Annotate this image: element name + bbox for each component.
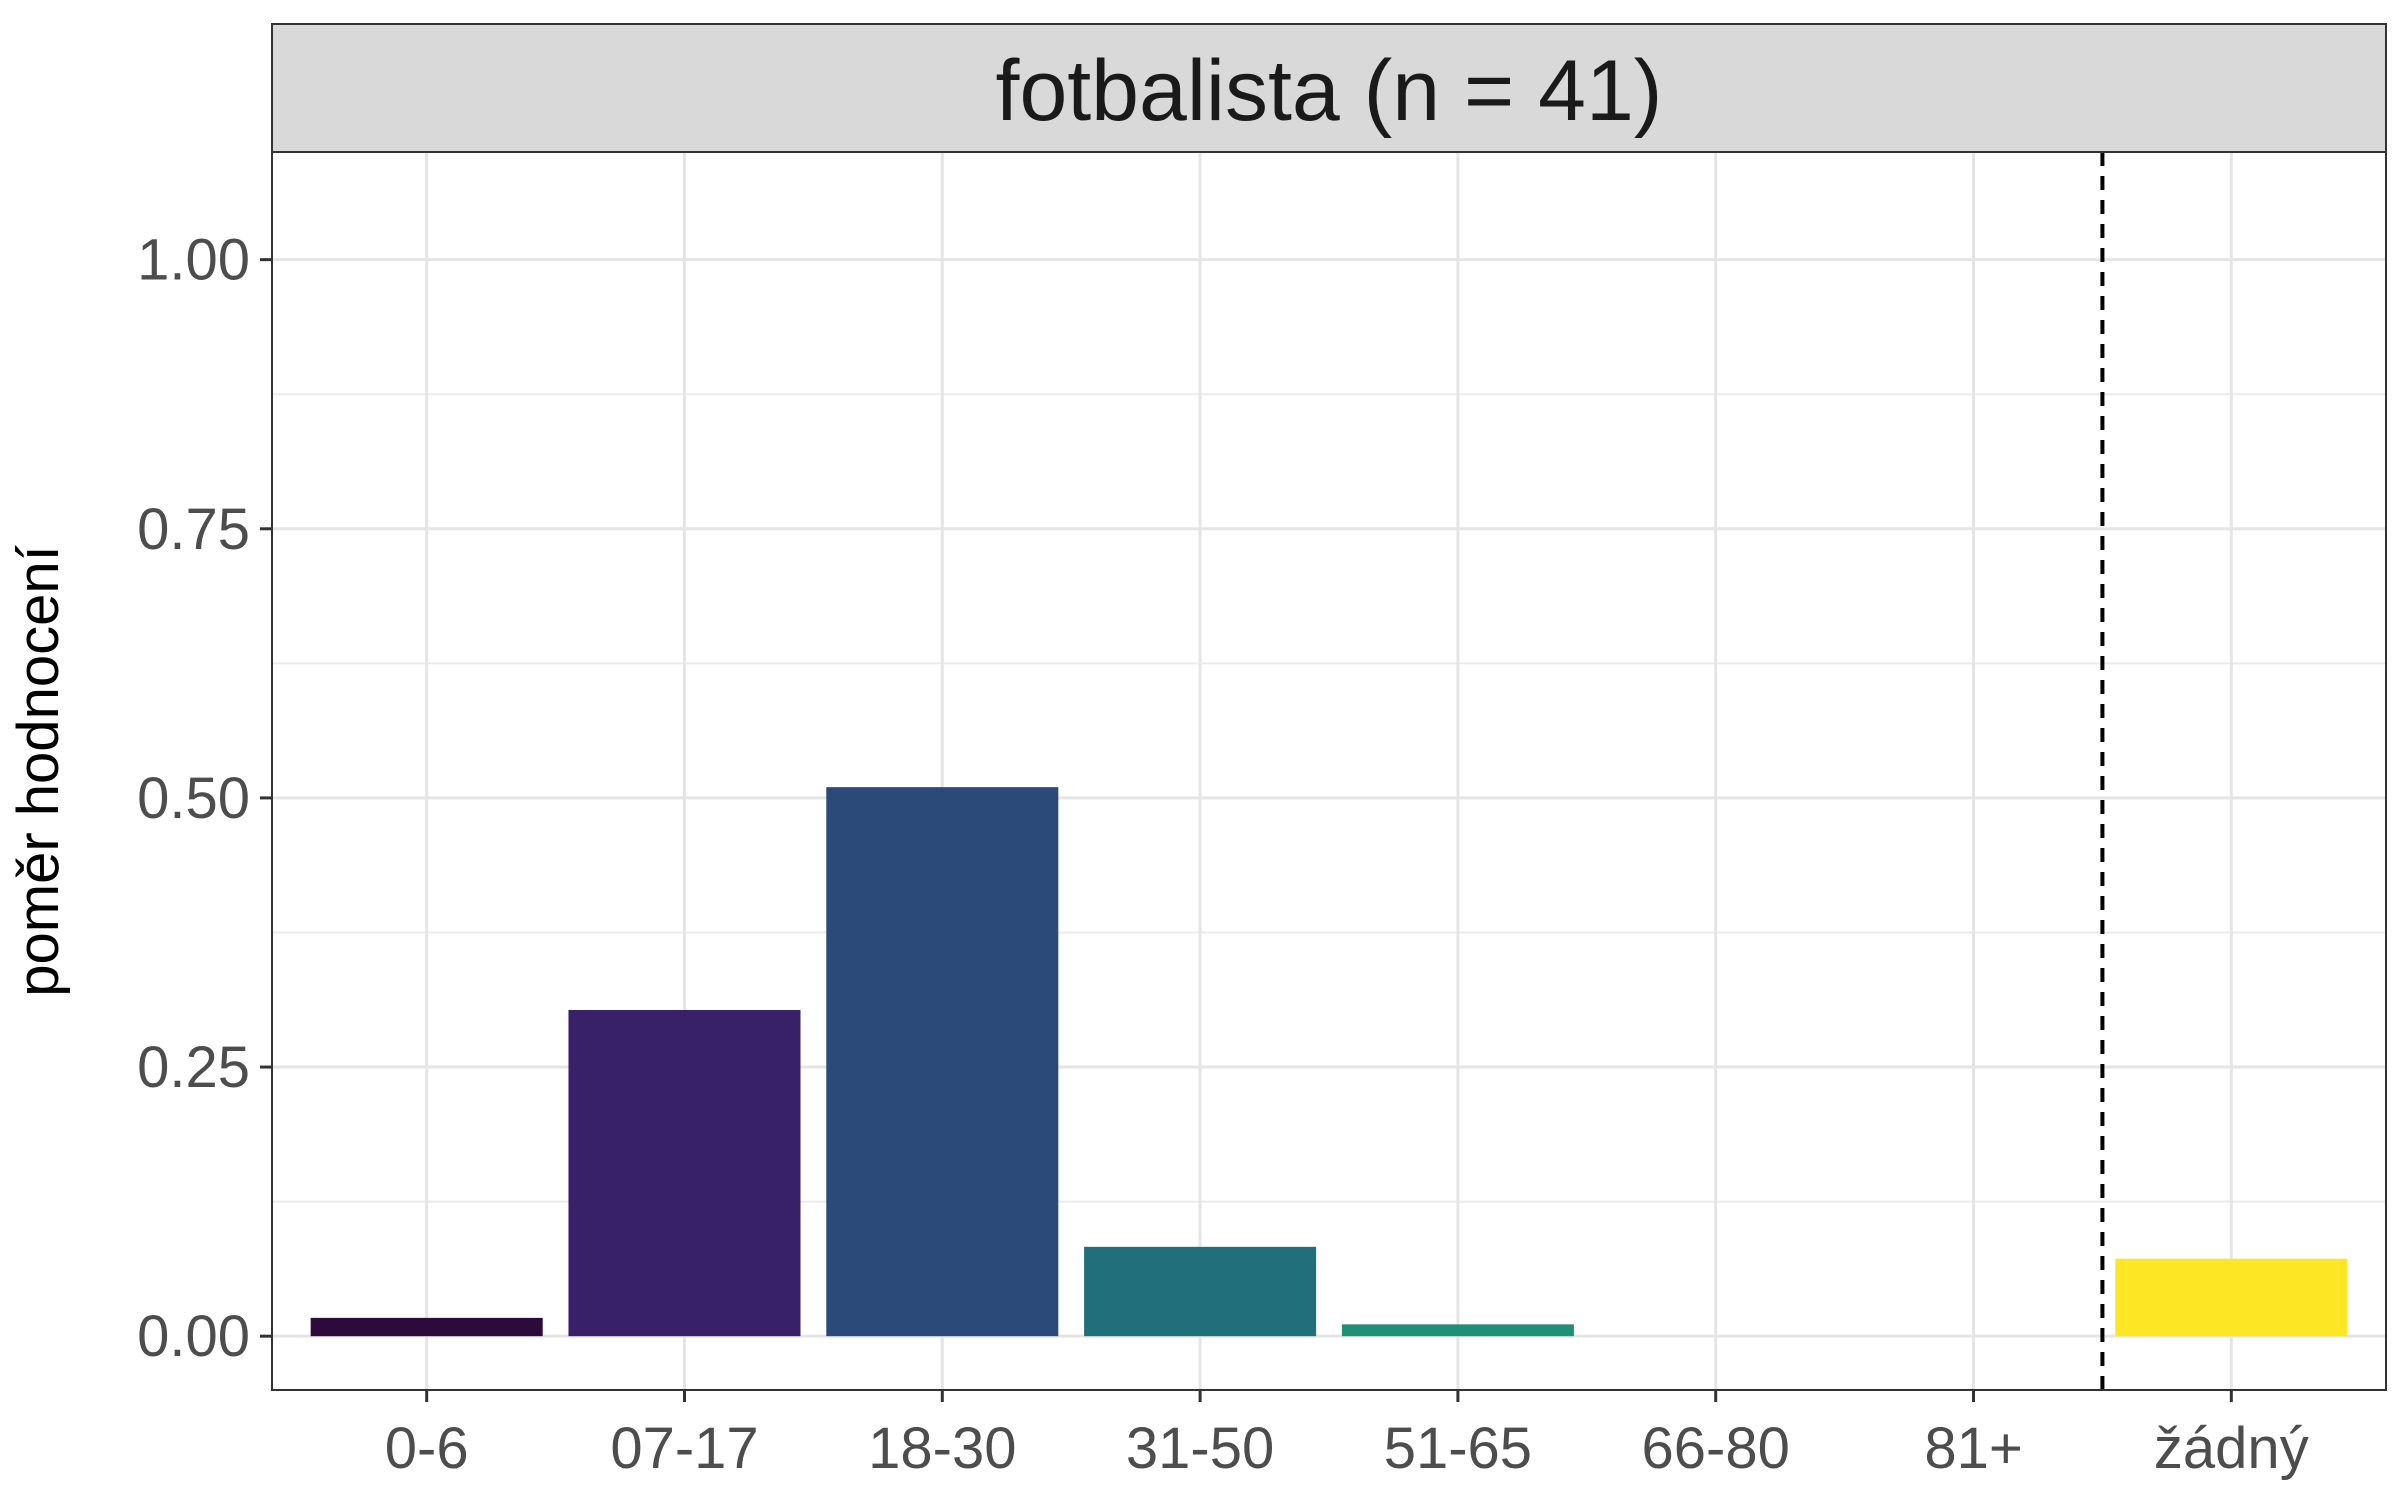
x-tick-label: 18-30 (868, 1416, 1016, 1481)
y-axis: 0.00 0.25 0.50 0.75 1.00 (137, 228, 272, 1369)
x-tick-label: 31-50 (1126, 1416, 1274, 1481)
x-axis: 0-6 07-17 18-30 31-50 51-65 66-80 81+ žádný (385, 1390, 2309, 1481)
strip-background (271, 23, 2387, 153)
x-tick-label: 81+ (1924, 1416, 2022, 1481)
bar-0-6 (310, 1317, 543, 1337)
bar-51-65 (1341, 1324, 1574, 1337)
x-tick-label: 51-65 (1384, 1416, 1532, 1481)
x-tick-label: 07-17 (610, 1416, 758, 1481)
bar-07-17 (568, 1009, 801, 1337)
y-tick-label: 1.00 (137, 228, 250, 293)
x-tick-label: 66-80 (1642, 1416, 1790, 1481)
x-tick-label: 0-6 (385, 1416, 469, 1481)
y-tick-label: 0.50 (137, 766, 250, 831)
y-axis-title: poměr hodnocení (6, 545, 71, 996)
facet-label: fotbalista (n = 41) (996, 43, 1663, 139)
bar-žádný (2115, 1258, 2348, 1337)
y-tick-label: 0.75 (137, 497, 250, 562)
y-tick-label: 0.25 (137, 1035, 250, 1100)
y-tick-label: 0.00 (137, 1304, 250, 1369)
x-tick-label: žádný (2154, 1416, 2309, 1481)
bar-18-30 (826, 787, 1059, 1337)
facet-strip: fotbalista (n = 41) (271, 23, 2387, 153)
bar-31-50 (1084, 1246, 1317, 1337)
bars (310, 787, 2348, 1337)
